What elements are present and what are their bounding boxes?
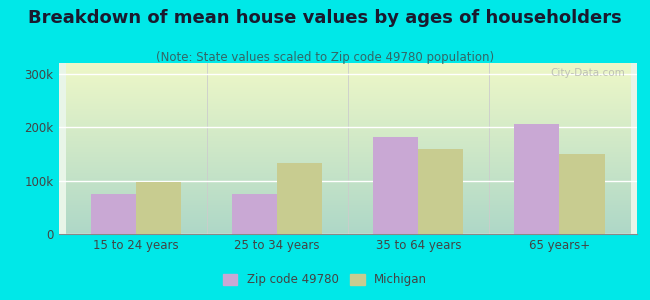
Bar [136, 182, 181, 234]
Text: City-Data.com: City-Data.com [551, 68, 625, 78]
Bar [373, 137, 419, 234]
Bar [560, 154, 604, 234]
Bar [277, 164, 322, 234]
Bar [91, 194, 136, 234]
Legend: Zip code 49780, Michigan: Zip code 49780, Michigan [218, 269, 432, 291]
Text: (Note: State values scaled to Zip code 49780 population): (Note: State values scaled to Zip code 4… [156, 51, 494, 64]
Bar [419, 148, 463, 234]
Bar [514, 124, 560, 234]
Bar [232, 194, 277, 234]
Text: Breakdown of mean house values by ages of householders: Breakdown of mean house values by ages o… [28, 9, 622, 27]
